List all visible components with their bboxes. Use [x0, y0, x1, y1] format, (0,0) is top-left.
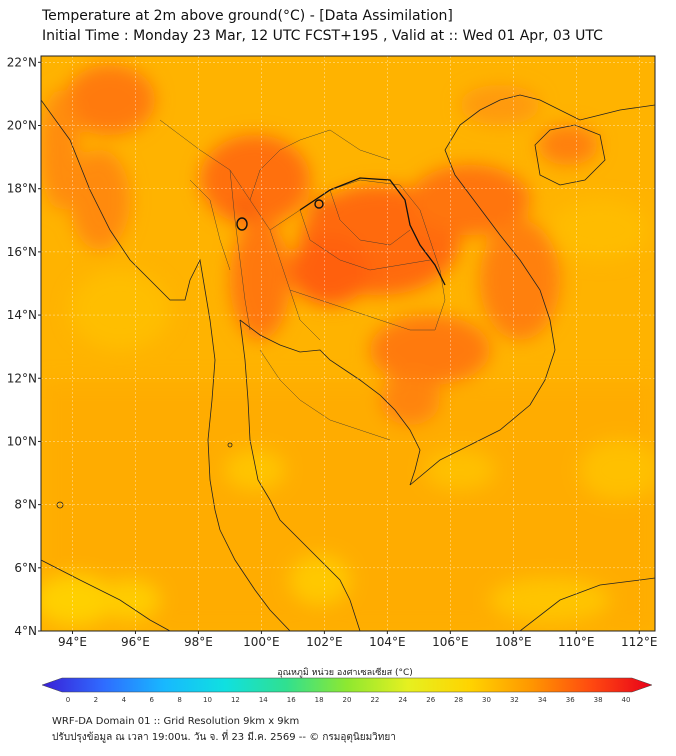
colorbar-tick-label: 40	[622, 696, 631, 704]
lat-label: 16°N	[7, 245, 37, 259]
lon-label: 112°E	[621, 635, 658, 649]
lon-label: 100°E	[243, 635, 280, 649]
province-borders	[159, 119, 446, 441]
colorbar-tick-label: 30	[482, 696, 491, 704]
colorbar-label: อุณหภูมิ หน่วย องศาเซลเซียส (°C)	[277, 667, 413, 678]
lat-label: 8°N	[14, 498, 37, 512]
lon-label: 106°E	[432, 635, 469, 649]
lon-label: 96°E	[121, 635, 150, 649]
colorbar-tick-label: 24	[398, 696, 407, 704]
lat-label: 10°N	[7, 434, 37, 448]
colorbar-tick-label: 12	[231, 696, 240, 704]
colorbar-bar	[41, 677, 653, 693]
footer: WRF-DA Domain 01 :: Grid Resolution 9km …	[52, 714, 396, 746]
colorbar-tick-label: 2	[94, 696, 98, 704]
longitude-axis: 94°E 96°E 98°E 100°E 102°E 104°E 106°E 108°E 110…	[58, 631, 658, 649]
colorbar-tick-label: 8	[177, 696, 181, 704]
colorbar: อุณหภูมิ หน่วย องศาเซลเซียส (°C) 0 2 4 6 8 10…	[41, 667, 653, 704]
title-line-2: Initial Time : Monday 23 Mar, 12 UTC FCS…	[42, 28, 603, 44]
lat-label: 14°N	[7, 308, 37, 322]
lon-label: 102°E	[306, 635, 343, 649]
lat-label: 22°N	[7, 55, 37, 69]
lon-label: 98°E	[184, 635, 213, 649]
colorbar-tick-label: 14	[259, 696, 268, 704]
latitude-axis: 22°N 20°N 18°N 16°N 14°N 12°N 10°N 8°N 6°N 4°N	[7, 55, 41, 638]
colorbar-tick-label: 34	[538, 696, 547, 704]
colorbar-tick-label: 36	[566, 696, 575, 704]
colorbar-tick-label: 4	[122, 696, 127, 704]
colorbar-ticks: 0 2 4 6 8 10 12 14 16 18 20 22 24 26 28 30 32 34 36 38 40	[66, 696, 631, 704]
lon-label: 104°E	[369, 635, 406, 649]
lon-label: 108°E	[495, 635, 532, 649]
lat-label: 20°N	[7, 119, 37, 133]
lat-label: 18°N	[7, 182, 37, 196]
coastlines	[41, 94, 655, 631]
colorbar-tick-label: 28	[454, 696, 463, 704]
chart-title: Temperature at 2m above ground(°C) - [Da…	[42, 6, 603, 46]
colorbar-panel: อุณหภูมิ หน่วย องศาเซลเซียส (°C) 0 2 4 6 8 10…	[0, 660, 676, 720]
contour-ring-east	[314, 199, 324, 209]
lon-label: 94°E	[58, 635, 87, 649]
colorbar-tick-label: 38	[594, 696, 603, 704]
colorbar-tick-label: 0	[66, 696, 70, 704]
map-frame	[40, 55, 656, 632]
lon-label: 110°E	[558, 635, 595, 649]
temperature-map: 22°N 20°N 18°N 16°N 14°N 12°N 10°N 8°N 6°N 4°N 94…	[7, 55, 658, 649]
contour-ring-west	[236, 217, 248, 231]
map-panel: 22°N 20°N 18°N 16°N 14°N 12°N 10°N 8°N 6°N 4°N 94…	[7, 55, 658, 649]
colorbar-tick-label: 20	[343, 696, 352, 704]
colorbar-tick-label: 26	[426, 696, 435, 704]
title-line-1: Temperature at 2m above ground(°C) - [Da…	[42, 8, 453, 24]
national-border	[299, 177, 446, 286]
colorbar-tick-label: 10	[203, 696, 212, 704]
footer-line-1: WRF-DA Domain 01 :: Grid Resolution 9km …	[52, 716, 300, 727]
colorbar-tick-label: 22	[370, 696, 379, 704]
temperature-anomalies	[41, 65, 655, 631]
colorbar-tick-label: 6	[149, 696, 154, 704]
colorbar-tick-label: 32	[510, 696, 519, 704]
lat-label: 12°N	[7, 371, 37, 385]
lat-label: 4°N	[14, 624, 37, 638]
footer-line-2: ปรับปรุงข้อมูล ณ เวลา 19:00น. วัน จ. ที่…	[52, 732, 396, 743]
colorbar-tick-label: 18	[315, 696, 324, 704]
lat-label: 6°N	[14, 561, 37, 575]
colorbar-tick-label: 16	[287, 696, 296, 704]
